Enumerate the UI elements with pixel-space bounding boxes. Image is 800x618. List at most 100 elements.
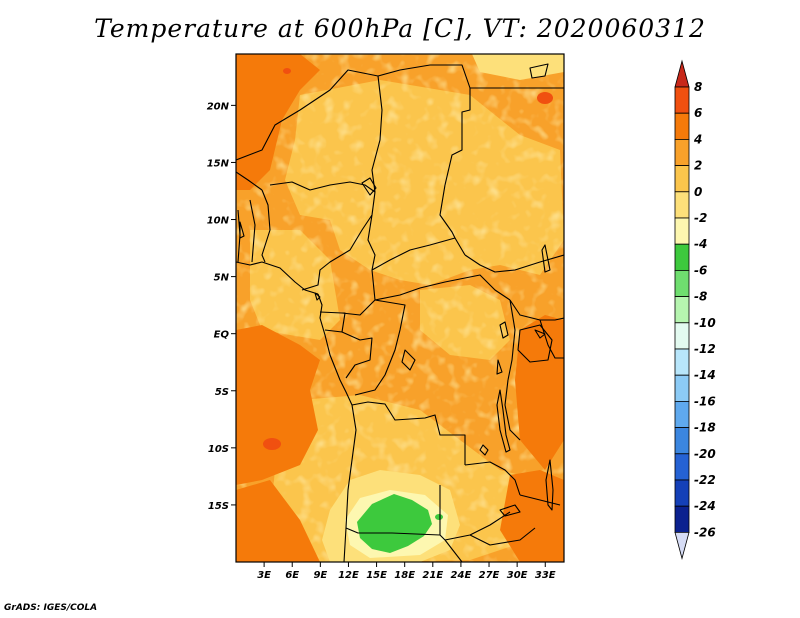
border-zambia-zimbabwe [469, 527, 536, 546]
colorbar-segment [674, 505, 690, 533]
colorbar-segment [674, 479, 690, 507]
lon-tick-label: 33E [535, 570, 556, 581]
lake-kivu [496, 359, 503, 375]
field-warm-northwest [236, 54, 320, 190]
lake-nasser [529, 63, 549, 79]
colorbar-label: -18 [694, 421, 716, 435]
border-chad-car [371, 237, 456, 271]
field-pale-north [472, 54, 564, 80]
border-cameroon-congo [319, 269, 376, 316]
lon-tick-label: 3E [257, 570, 271, 581]
lake-kariba [499, 504, 521, 517]
lat-tick-label: 15N [207, 158, 230, 169]
colorbar-segment [674, 243, 690, 271]
lat-tick-label: 20N [207, 101, 230, 112]
lon-tick-label: 15E [366, 570, 387, 581]
lake-river-congo [401, 349, 416, 371]
coast-gulf-guinea [317, 293, 353, 406]
border-libya-east [444, 88, 471, 186]
field-warm-southeast [500, 470, 564, 562]
lon-tick-label: 21E [422, 570, 443, 581]
lon-tick-label: 24E [451, 570, 472, 581]
lon-tick-label: 12E [338, 570, 359, 581]
field-warm-east [515, 315, 564, 470]
colorbar-segment [674, 269, 690, 297]
colorbar-label: 0 [694, 185, 702, 199]
border-mali-burkina [236, 171, 263, 191]
lake-albert [499, 321, 509, 339]
lat-tick-label: 10S [208, 444, 229, 455]
field-hot-spot-2 [283, 68, 291, 74]
lat-tick-label: 10N [207, 216, 230, 227]
map-frame [235, 53, 565, 563]
border-tanzania-mozambique [519, 494, 561, 506]
border-angola-namibia [345, 527, 446, 541]
border-congo-drc [354, 299, 406, 396]
border-namibia-botswana [444, 539, 463, 562]
colorbar-segment [674, 86, 690, 114]
border-drc-uganda [507, 299, 516, 381]
field-warm-west [236, 325, 320, 485]
border-nigeria-cameroon [301, 191, 376, 291]
colorbar-label: -24 [694, 499, 716, 513]
colorbar-label: -10 [694, 316, 716, 330]
border-gabon [324, 312, 346, 333]
coast-angola [343, 404, 357, 562]
border-car-drc [374, 274, 511, 301]
colorbar-segment [674, 217, 690, 245]
colorbar-segment [674, 296, 690, 324]
colorbar-segment [674, 374, 690, 402]
longitude-axis: 3E 6E 9E 12E 15E 18E 21E 24E 27E 30E 33E [257, 562, 556, 581]
temperature-field [236, 54, 564, 562]
lat-tick-label: 15S [208, 501, 229, 512]
lon-tick-label: 30E [507, 570, 528, 581]
field-warm-south [236, 480, 320, 562]
colorbar-label: 8 [694, 80, 702, 94]
lake-volta [239, 221, 245, 239]
field-green-patch [435, 514, 443, 520]
border-benin-nigeria [261, 189, 271, 263]
lake-kyoga [534, 329, 546, 339]
lake-malawi [545, 459, 554, 511]
colorbar-segment [674, 112, 690, 140]
coast-west-africa [236, 261, 319, 295]
colorbar-label: -22 [694, 473, 716, 487]
colorbar-label: 6 [694, 106, 702, 120]
border-angola-drc [351, 401, 466, 465]
colorbar-label: -12 [694, 342, 716, 356]
colorbar-segment [674, 348, 690, 376]
lon-tick-label: 27E [479, 570, 500, 581]
colorbar-label: -26 [694, 525, 716, 539]
latitude-axis: 20N 15N 10N 5N EQ 5S 10S 15S [207, 101, 236, 512]
island-bioko [314, 292, 321, 301]
field-green-south [357, 494, 432, 553]
field-hot-spot-3 [537, 92, 553, 104]
lake-mweru [479, 444, 489, 456]
border-drc-zambia [464, 461, 521, 496]
colorbar-label: 4 [693, 132, 702, 146]
border-algeria-niger [236, 64, 471, 161]
lon-tick-label: 6E [285, 570, 299, 581]
map-title: Temperature at 600hPa [C], VT: 202006031… [94, 14, 706, 43]
border-zambia-namibia [444, 511, 511, 541]
colorbar-segment [674, 191, 690, 219]
colorbar-label: -20 [694, 447, 716, 461]
border-gabon-congo [341, 331, 373, 379]
field-hot-spot-1 [263, 438, 281, 450]
colorbar-segment [674, 400, 690, 428]
grads-credit: GrADS: IGES/COLA [4, 603, 98, 613]
colorbar-segment [674, 427, 690, 455]
colorbar-label: -2 [694, 211, 707, 225]
colorbar-segment [674, 165, 690, 193]
lat-tick-label: 5N [214, 273, 230, 284]
border-niger-nigeria [269, 181, 376, 193]
colorbar-label: -8 [694, 290, 707, 304]
border-benin-togo [249, 199, 256, 263]
colorbar-label: -6 [694, 263, 707, 277]
lat-tick-label: EQ [214, 330, 230, 341]
lake-victoria [517, 324, 553, 363]
coastlines [236, 63, 554, 562]
border-niger-chad [371, 75, 383, 193]
lake-turkana [541, 244, 551, 273]
